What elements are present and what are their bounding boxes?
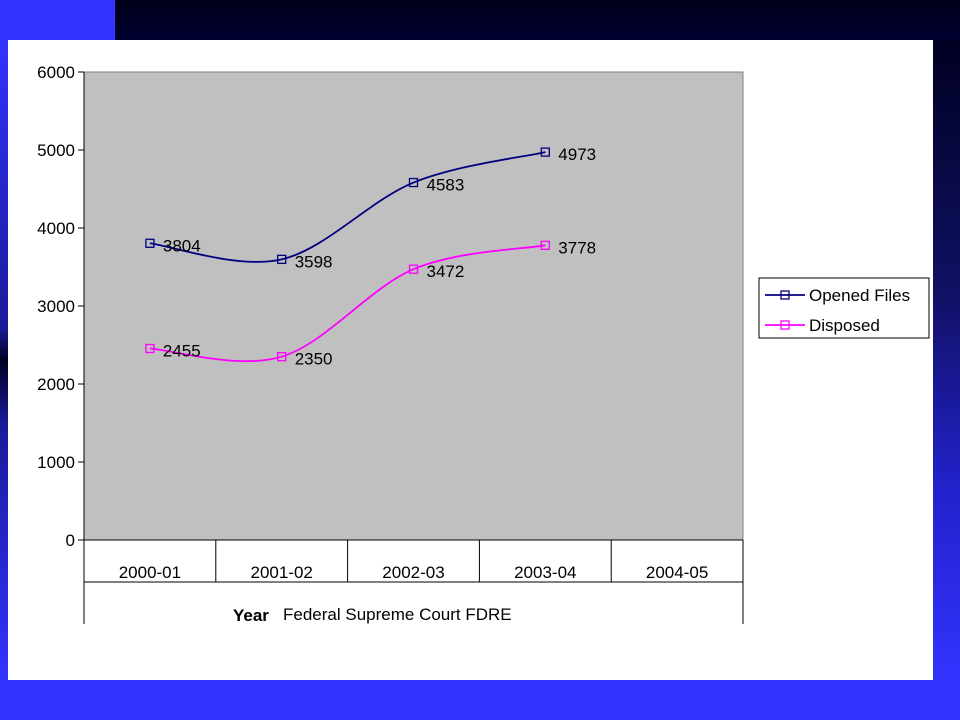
data-label: 3804 — [163, 236, 201, 255]
line-chart: 0 1000 2000 3000 4000 5000 6000 2000-01 2001-02… — [37, 63, 930, 625]
legend-box — [758, 277, 930, 339]
chart-panel: 0 1000 2000 3000 4000 5000 6000 2000-01 2001-02… — [8, 40, 933, 680]
data-point — [145, 238, 155, 248]
data-label: 2350 — [295, 350, 333, 369]
data-point — [277, 254, 287, 265]
y-tick-label: 2000 — [37, 375, 75, 394]
legend-marker-0 — [780, 290, 790, 300]
data-point — [408, 264, 419, 274]
data-point — [408, 177, 419, 188]
slide-right-strip — [933, 40, 960, 680]
x-tick-label: 2001-02 — [251, 563, 313, 582]
y-tick-label: 1000 — [37, 453, 75, 472]
data-label: 4973 — [558, 145, 596, 164]
x-tick-label: 2004-05 — [646, 563, 708, 582]
y-tick-label: 5000 — [37, 141, 75, 160]
y-tick-label: 0 — [66, 531, 75, 550]
slide-top-bar — [115, 0, 960, 40]
series-layer — [145, 147, 550, 363]
y-tick-label: 4000 — [37, 219, 75, 238]
data-point — [540, 240, 550, 250]
x-axis: 2000-01 2001-02 2002-03 2003-04 2004-05 — [83, 539, 744, 624]
legend-label-0: Opened Files — [809, 286, 910, 305]
x-tick-label: 2000-01 — [119, 563, 181, 582]
data-point — [145, 343, 155, 354]
data-labels-layer: 3804 3598 4583 4973 2455 2350 3472 3778 — [163, 145, 596, 369]
data-label: 3472 — [427, 262, 465, 281]
legend: Opened Files Disposed — [758, 277, 930, 339]
y-tick-label: 3000 — [37, 297, 75, 316]
x-tick-label: 2002-03 — [382, 563, 444, 582]
data-point — [540, 147, 550, 157]
data-point — [277, 352, 287, 362]
data-label: 2455 — [163, 342, 201, 361]
x-axis-title-prefix: Year — [233, 606, 269, 625]
slide-left-strip — [0, 40, 8, 680]
data-label: 3598 — [295, 252, 333, 271]
data-label: 3778 — [558, 238, 596, 257]
series-line-0 — [149, 151, 546, 263]
x-tick-label: 2003-04 — [514, 563, 576, 582]
x-axis-title: Federal Supreme Court FDRE — [283, 605, 512, 624]
y-axis: 0 1000 2000 3000 4000 5000 6000 — [37, 63, 85, 550]
plot-area — [83, 71, 744, 541]
series-line-1 — [149, 244, 546, 363]
legend-marker-1 — [780, 320, 790, 330]
y-tick-label: 6000 — [37, 63, 75, 82]
legend-label-1: Disposed — [809, 316, 880, 335]
data-label: 4583 — [427, 176, 465, 195]
